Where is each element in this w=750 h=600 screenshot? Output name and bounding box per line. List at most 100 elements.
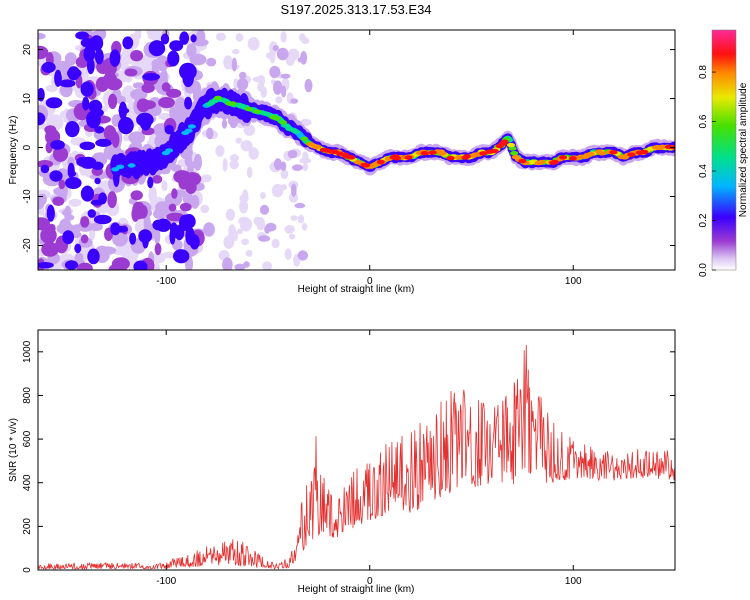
- heatmap-cell: [68, 198, 82, 207]
- heatmap-cell: [59, 79, 76, 88]
- heatmap-cell: [142, 73, 161, 81]
- heatmap-cell: [87, 248, 100, 265]
- heatmap-cell: [171, 188, 178, 199]
- heatmap-cell: [239, 194, 249, 203]
- heatmap-cell: [195, 30, 206, 44]
- heatmap-cell: [164, 192, 183, 207]
- heatmap-cell: [454, 155, 463, 160]
- heatmap-cell: [235, 33, 244, 42]
- heatmap-cell: [253, 216, 261, 226]
- heatmap-cell: [245, 249, 253, 257]
- heatmap-cell: [282, 123, 291, 128]
- heatmap-cell: [67, 170, 77, 177]
- heatmap-cell: [136, 98, 150, 113]
- heatmap-cell: [158, 97, 175, 109]
- heatmap-cell: [118, 116, 134, 135]
- heatmap-cell: [227, 115, 235, 126]
- heatmap-cell: [225, 101, 234, 106]
- heatmap-cell: [232, 49, 240, 55]
- heatmap-cell: [280, 161, 287, 171]
- spectrogram-y-tick-label: 0: [22, 144, 33, 150]
- heatmap-cell: [113, 247, 131, 256]
- heatmap-cell: [273, 80, 283, 95]
- heatmap-cell: [152, 175, 163, 184]
- heatmap-cell: [187, 124, 196, 129]
- spectrogram-frame: [37, 29, 676, 271]
- heatmap-cell: [169, 40, 184, 52]
- heatmap-cell: [353, 160, 362, 165]
- spectrogram-y-tick-label: 20: [22, 44, 33, 56]
- heatmap-cell: [190, 34, 197, 43]
- heatmap-cell: [297, 250, 308, 261]
- heatmap-cell: [127, 163, 136, 168]
- heatmap-cell: [49, 170, 63, 182]
- heatmap-cell: [461, 155, 470, 160]
- spectrogram-y-tick-label: 10: [22, 93, 33, 105]
- heatmap-cell: [269, 65, 281, 79]
- heatmap-cell: [239, 71, 247, 80]
- snr-series-line: [38, 344, 675, 570]
- heatmap-cell: [158, 112, 171, 121]
- spectrogram-x-label: Height of straight line (km): [298, 284, 415, 295]
- heatmap-cell: [67, 68, 82, 78]
- heatmap-cell: [80, 81, 94, 97]
- heatmap-cell: [297, 214, 305, 224]
- heatmap-cell: [284, 225, 295, 234]
- heatmap-cell: [203, 222, 215, 237]
- heatmap-cell: [38, 262, 54, 269]
- spectrogram-y-ticks: -20 -10 0 10 20: [22, 44, 675, 253]
- heatmap-cell: [252, 109, 262, 114]
- heatmap-cell: [273, 158, 282, 171]
- chart-title: S197.2025.313.17.53.E34: [280, 2, 431, 17]
- heatmap-cell: [141, 83, 155, 93]
- heatmap-cell: [113, 168, 120, 187]
- colorbar-tick-label: 0.6: [698, 114, 709, 128]
- heatmap-cell: [76, 156, 89, 167]
- heatmap-cell: [156, 155, 165, 160]
- heatmap-cell: [47, 223, 56, 233]
- heatmap-cell: [52, 146, 69, 162]
- snr-y-ticks: 0 200 400 600 800 1000: [22, 340, 675, 573]
- heatmap-cell: [291, 183, 297, 197]
- heatmap-cell: [300, 51, 308, 65]
- heatmap-cell: [136, 112, 154, 127]
- heatmap-cell: [299, 33, 306, 42]
- heatmap-cell: [59, 218, 72, 232]
- heatmap-cell: [335, 151, 345, 156]
- snr-x-tick-label: -100: [156, 576, 176, 587]
- heatmap-cell: [142, 231, 149, 249]
- heatmap-cell: [168, 203, 177, 212]
- heatmap-cell: [193, 153, 202, 171]
- heatmap-cell: [65, 121, 80, 138]
- heatmap-cell: [376, 159, 385, 165]
- heatmap-cell: [147, 176, 154, 189]
- heatmap-cell: [215, 145, 225, 157]
- heatmap-cell: [262, 261, 273, 270]
- heatmap-cell: [236, 228, 243, 235]
- heatmap-cell: [86, 110, 101, 129]
- heatmap-cell: [161, 82, 171, 92]
- heatmap-cell: [182, 214, 196, 229]
- heatmap-cell: [190, 194, 200, 209]
- heatmap-cell: [257, 75, 266, 86]
- heatmap-cell: [91, 161, 104, 170]
- heatmap-cell: [285, 126, 294, 132]
- heatmap-cell: [278, 120, 288, 125]
- heatmap-cell: [169, 227, 176, 245]
- heatmap-cell: [506, 142, 516, 148]
- spectrogram-x-ticks: -100 0 100: [156, 30, 582, 287]
- heatmap-cell: [281, 85, 287, 98]
- heatmap-cell: [184, 128, 193, 133]
- heatmap-cell: [89, 223, 103, 231]
- heatmap-cell: [122, 36, 134, 50]
- heatmap-cell: [243, 261, 250, 268]
- heatmap-cell: [609, 150, 618, 155]
- heatmap-cell: [287, 149, 298, 159]
- heatmap-cell: [80, 234, 89, 244]
- heatmap-cell: [490, 148, 499, 154]
- heatmap-cell: [291, 164, 303, 171]
- snr-y-tick-label: 0: [22, 567, 33, 573]
- heatmap-cell: [302, 163, 309, 171]
- colorbar-gradient: [712, 30, 736, 270]
- heatmap-cell: [132, 212, 145, 220]
